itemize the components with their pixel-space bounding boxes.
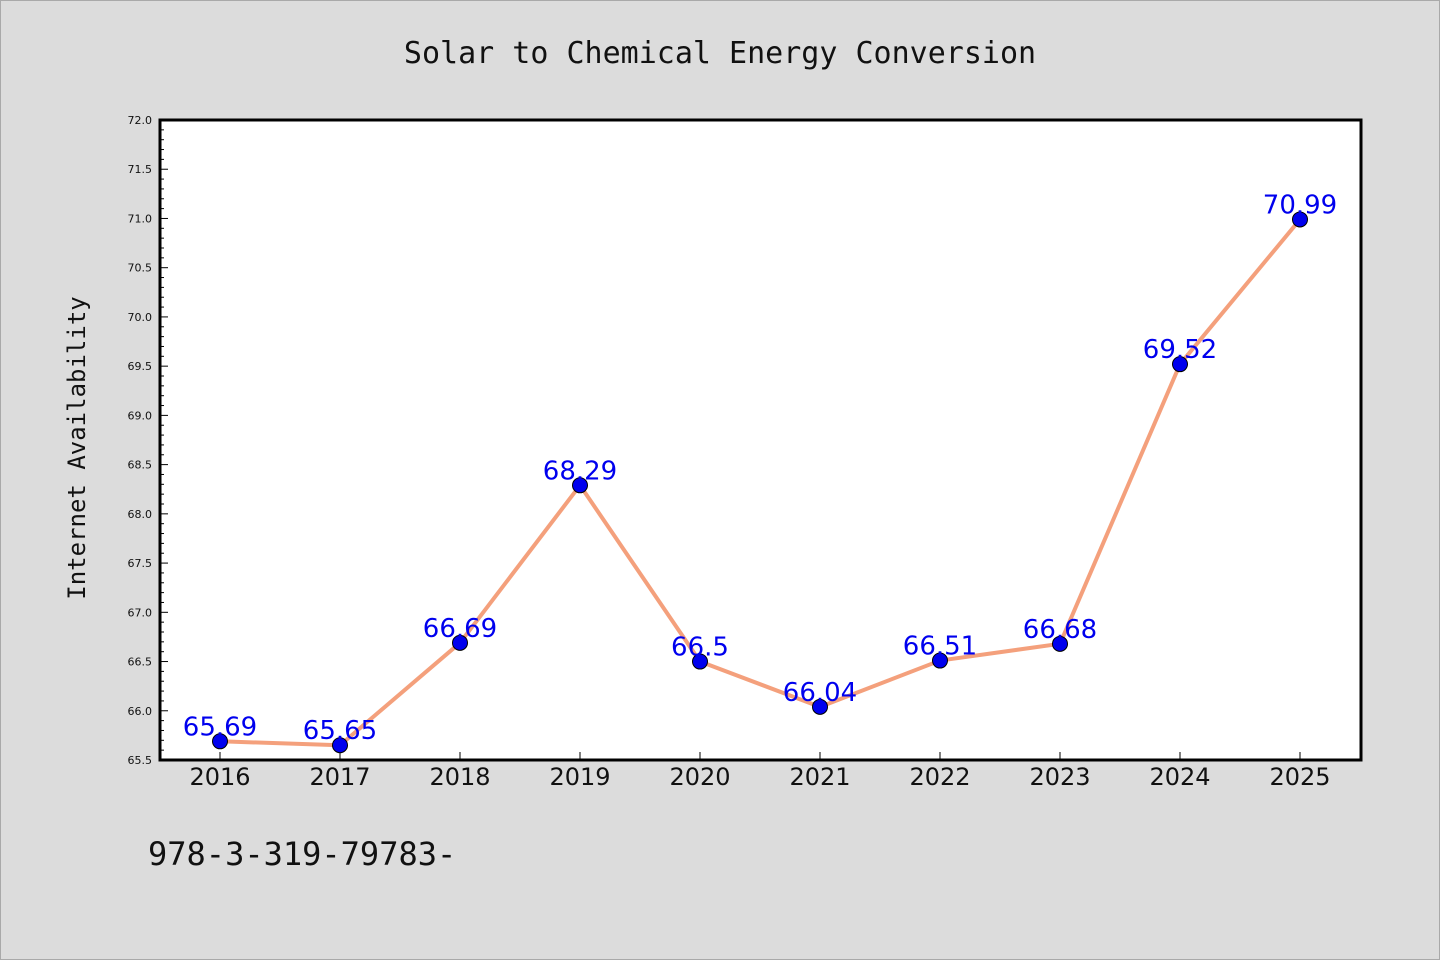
y-tick-label: 68.5 (128, 459, 153, 472)
data-markers (212, 211, 1308, 754)
plot-area (158, 118, 1363, 762)
data-point (692, 653, 708, 670)
x-axis-ticks: 2016 2017 2018 2019 2020 2021 2022 2023 2024 2025 (189, 752, 1331, 791)
data-point (572, 477, 588, 494)
data-label: 65.69 (183, 712, 257, 742)
chart-title: Solar to Chemical Energy Conversion (404, 36, 1036, 71)
y-tick-label: 66.5 (128, 656, 153, 669)
y-tick-label: 70.5 (128, 262, 153, 275)
data-label: 66.69 (423, 614, 497, 644)
data-point (452, 634, 468, 651)
data-label: 66.68 (1023, 615, 1097, 645)
data-label: 68.29 (543, 456, 617, 486)
y-tick-label: 67.0 (128, 606, 153, 619)
data-point (332, 737, 348, 754)
data-point (932, 652, 948, 669)
data-point (1292, 211, 1308, 228)
data-label: 69.52 (1143, 335, 1217, 365)
x-tick-label: 2020 (669, 763, 730, 791)
x-tick-label: 2022 (909, 763, 970, 791)
data-label: 65.65 (303, 716, 377, 746)
y-tick-label: 69.5 (128, 360, 153, 373)
y-tick-label: 71.5 (128, 163, 153, 176)
y-tick-label: 65.5 (128, 754, 153, 767)
y-tick-label: 70.0 (128, 311, 153, 324)
y-tick-label: 66.0 (128, 705, 153, 718)
data-point (212, 733, 228, 750)
y-tick-label: 69.0 (128, 409, 153, 422)
series-line-group (218, 217, 1302, 748)
y-axis-label: Internet Availability (63, 296, 91, 599)
data-labels: 65.69 65.65 66.69 68.29 66.5 66.04 66.51 66.68 6… (183, 190, 1337, 746)
y-tick-label: 71.0 (128, 212, 153, 225)
series-line (218, 217, 1302, 748)
data-label: 66.5 (671, 633, 729, 663)
x-tick-label: 2018 (429, 763, 490, 791)
data-point (1052, 635, 1068, 652)
data-point (812, 698, 828, 715)
x-tick-label: 2025 (1269, 763, 1330, 791)
y-tick-label: 68.0 (128, 508, 153, 521)
data-label: 66.51 (903, 632, 977, 662)
x-tick-label: 2016 (189, 763, 250, 791)
footnote-text: 978-3-319-79783- (148, 835, 456, 873)
y-axis-ticks: 65.5 66.0 66.5 67.0 67.5 68.0 68.5 69.0 69.5 70.0… (128, 114, 168, 767)
data-point (1172, 356, 1188, 373)
y-tick-label: 72.0 (128, 114, 153, 127)
y-tick-label: 67.5 (128, 557, 153, 570)
data-label: 70.99 (1263, 190, 1337, 220)
data-label: 66.04 (783, 678, 857, 708)
x-tick-label: 2017 (309, 763, 370, 791)
x-tick-label: 2019 (549, 763, 610, 791)
x-tick-label: 2023 (1029, 763, 1090, 791)
x-tick-label: 2021 (789, 763, 850, 791)
x-tick-label: 2024 (1149, 763, 1210, 791)
